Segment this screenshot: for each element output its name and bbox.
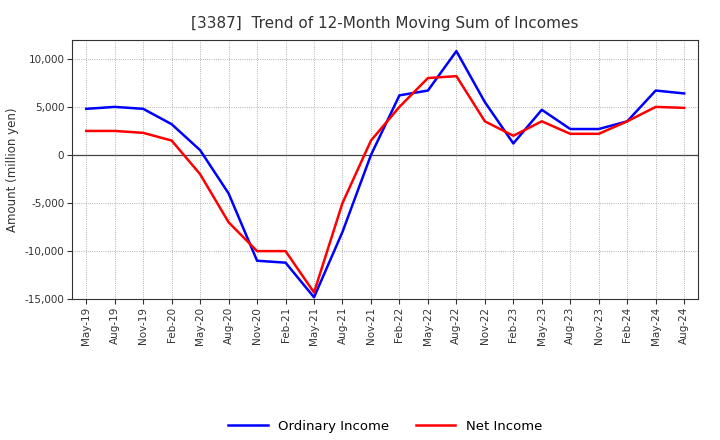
- Net Income: [196, 172, 204, 177]
- Net Income: [452, 73, 461, 79]
- Ordinary Income: [623, 119, 631, 124]
- Net Income: [338, 200, 347, 205]
- Ordinary Income: [537, 107, 546, 113]
- Net Income: [423, 75, 432, 81]
- Ordinary Income: [452, 48, 461, 54]
- Ordinary Income: [167, 121, 176, 127]
- Net Income: [282, 249, 290, 254]
- Net Income: [253, 249, 261, 254]
- Ordinary Income: [480, 99, 489, 105]
- Ordinary Income: [509, 141, 518, 146]
- Net Income: [110, 128, 119, 134]
- Net Income: [395, 104, 404, 110]
- Line: Ordinary Income: Ordinary Income: [86, 51, 684, 297]
- Net Income: [509, 133, 518, 139]
- Net Income: [595, 131, 603, 136]
- Net Income: [225, 220, 233, 225]
- Ordinary Income: [366, 152, 375, 158]
- Net Income: [566, 131, 575, 136]
- Ordinary Income: [566, 126, 575, 132]
- Y-axis label: Amount (million yen): Amount (million yen): [6, 107, 19, 231]
- Ordinary Income: [196, 147, 204, 153]
- Net Income: [366, 138, 375, 143]
- Ordinary Income: [423, 88, 432, 93]
- Net Income: [480, 119, 489, 124]
- Title: [3387]  Trend of 12-Month Moving Sum of Incomes: [3387] Trend of 12-Month Moving Sum of I…: [192, 16, 579, 32]
- Net Income: [680, 105, 688, 110]
- Net Income: [310, 290, 318, 295]
- Net Income: [139, 130, 148, 136]
- Ordinary Income: [225, 191, 233, 196]
- Ordinary Income: [338, 229, 347, 235]
- Ordinary Income: [110, 104, 119, 110]
- Ordinary Income: [139, 106, 148, 111]
- Ordinary Income: [595, 126, 603, 132]
- Net Income: [623, 119, 631, 124]
- Ordinary Income: [652, 88, 660, 93]
- Ordinary Income: [310, 295, 318, 300]
- Net Income: [167, 138, 176, 143]
- Net Income: [537, 119, 546, 124]
- Ordinary Income: [680, 91, 688, 96]
- Net Income: [652, 104, 660, 110]
- Ordinary Income: [395, 93, 404, 98]
- Ordinary Income: [253, 258, 261, 264]
- Ordinary Income: [82, 106, 91, 111]
- Line: Net Income: Net Income: [86, 76, 684, 293]
- Ordinary Income: [282, 260, 290, 265]
- Net Income: [82, 128, 91, 134]
- Legend: Ordinary Income, Net Income: Ordinary Income, Net Income: [222, 415, 548, 438]
